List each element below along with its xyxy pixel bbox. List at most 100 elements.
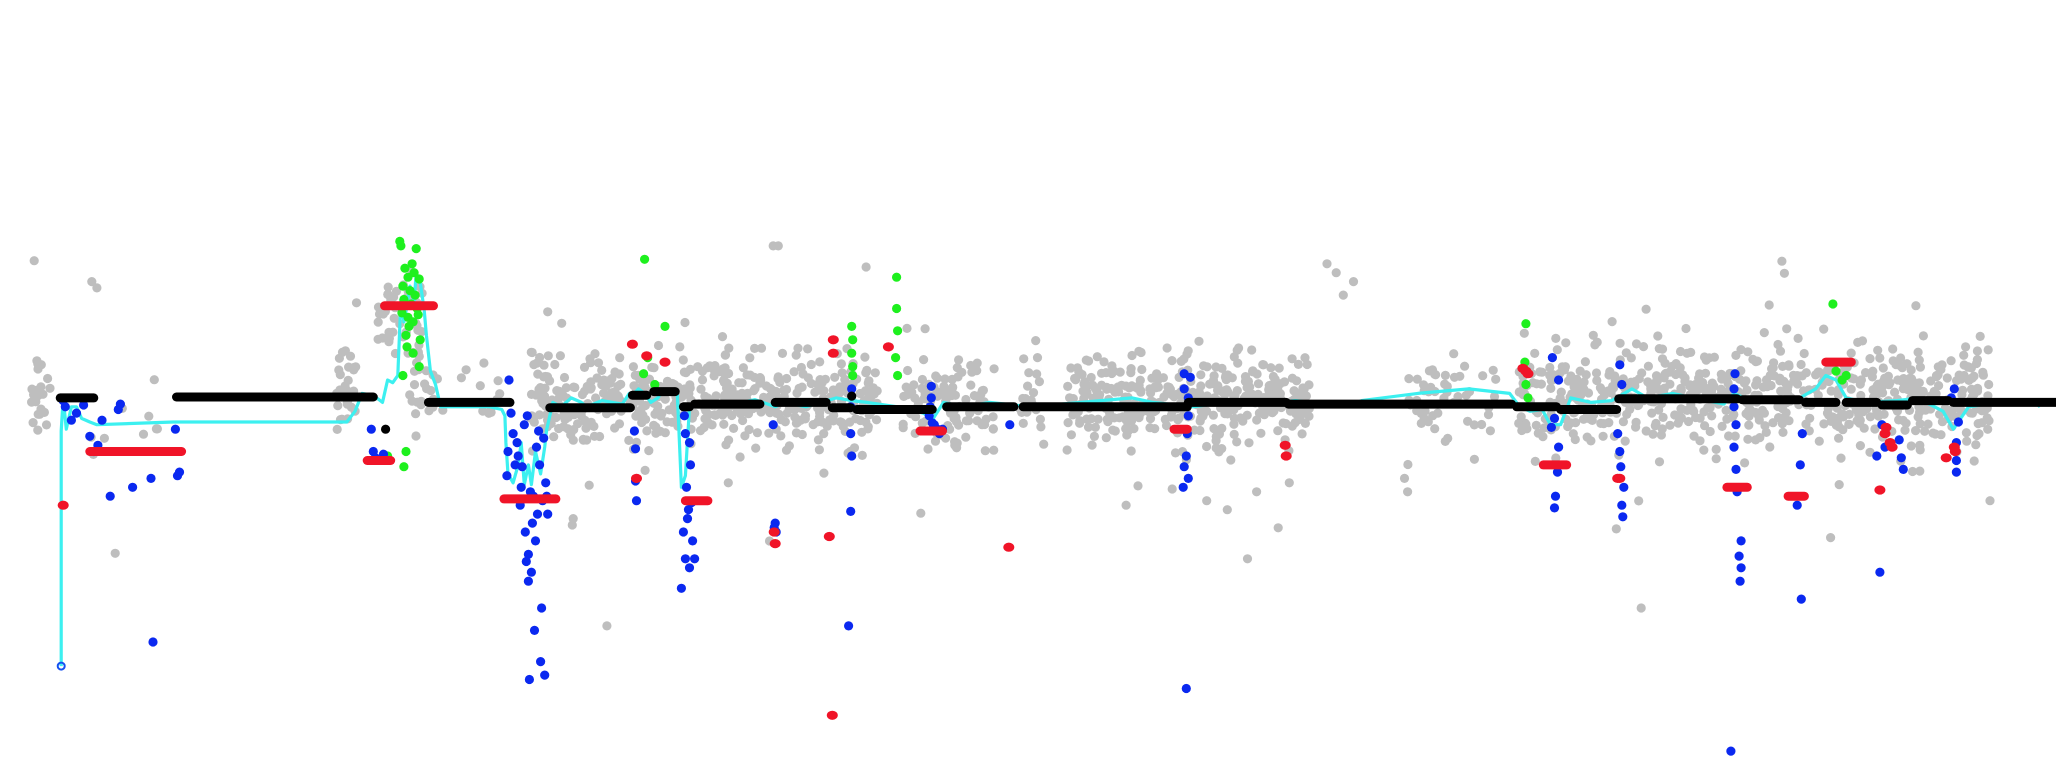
background-point-1144	[1084, 356, 1094, 366]
background-point-1786	[1620, 436, 1630, 446]
background-point-6	[43, 373, 53, 384]
loss-point-143	[1896, 453, 1906, 463]
background-noise-layer	[27, 241, 1995, 631]
background-point-1571	[1920, 426, 1930, 436]
background-point-105	[411, 431, 421, 441]
background-point-1885	[1707, 411, 1717, 421]
background-point-693	[976, 389, 986, 400]
background-point-1300	[1814, 436, 1824, 446]
gain-point-37	[848, 370, 858, 381]
loss-point-108	[1554, 375, 1564, 385]
background-point-720	[989, 445, 999, 455]
loss-point-39	[523, 576, 534, 586]
gain-point-32	[650, 379, 660, 390]
background-point-397	[710, 410, 721, 420]
background-point-1227	[1878, 363, 1888, 373]
background-point-613	[685, 380, 695, 390]
background-point-1247	[1631, 339, 1642, 349]
background-point-1117	[1223, 370, 1233, 380]
loss-point-11	[115, 399, 125, 409]
background-point-1641	[1928, 428, 1938, 438]
background-point-1165	[1489, 391, 1500, 402]
background-point-1733	[1586, 436, 1596, 446]
background-point-1862	[1605, 367, 1615, 377]
background-point-1894	[1716, 369, 1726, 379]
background-point-1046	[1208, 375, 1219, 385]
background-point-305	[624, 435, 634, 445]
loss-point-24	[508, 429, 518, 439]
background-point-564	[789, 367, 799, 377]
background-point-395	[803, 344, 813, 354]
background-point-1781	[1983, 424, 1993, 434]
loss-point-9	[105, 491, 115, 501]
background-point-313	[642, 426, 652, 436]
background-point-526	[870, 368, 880, 378]
background-point-1410	[1923, 419, 1933, 429]
background-point-1798	[1654, 405, 1664, 415]
background-point-1911	[1636, 603, 1646, 613]
background-point-59	[351, 298, 362, 308]
background-point-1681	[1833, 390, 1843, 400]
background-point-1550	[1865, 412, 1875, 422]
gain-point-48	[1831, 366, 1841, 376]
loss-point-72	[680, 554, 691, 564]
loss-point-109	[1549, 413, 1560, 423]
background-point-567	[705, 361, 715, 371]
background-point-638	[736, 409, 746, 419]
loss-point-63	[680, 429, 691, 439]
gain-point-35	[847, 348, 857, 358]
background-point-1890	[1657, 424, 1667, 434]
background-point-1440	[1721, 405, 1731, 415]
background-point-1119	[1275, 379, 1285, 389]
background-point-988	[1267, 408, 1277, 418]
background-point-1150	[1176, 356, 1186, 366]
loss-point-22	[504, 375, 514, 385]
background-point-1084	[1211, 443, 1221, 453]
loss-point-137	[1792, 500, 1802, 510]
background-point-1707	[1685, 380, 1695, 390]
gain-point-39	[892, 303, 902, 314]
background-point-1485	[1983, 345, 1993, 355]
gain-point-20	[415, 335, 425, 345]
background-point-913	[1167, 356, 1177, 366]
gain-point-40	[893, 326, 903, 336]
background-point-1899	[1608, 383, 1619, 393]
loss-point-74	[676, 583, 687, 593]
background-point-521	[777, 348, 788, 358]
background-point-464	[745, 353, 755, 363]
loss-point-36	[523, 549, 534, 560]
background-point-1716	[1761, 427, 1771, 437]
background-point-1031	[1259, 410, 1269, 420]
background-point-1825	[1757, 405, 1768, 415]
background-point-103	[384, 327, 394, 337]
background-point-967	[1194, 336, 1204, 346]
background-point-667	[961, 432, 971, 442]
background-point-1065	[1062, 445, 1072, 455]
background-point-1072	[1147, 373, 1157, 383]
background-point-1515	[1784, 360, 1794, 370]
loss-point-85	[844, 621, 854, 631]
plot-area	[27, 236, 2056, 756]
background-point-1028	[1273, 426, 1283, 436]
loss-point-28	[516, 482, 526, 492]
background-point-270	[535, 352, 545, 363]
background-point-1153	[1491, 374, 1501, 384]
background-point-1234	[1855, 441, 1865, 451]
background-point-203	[557, 318, 567, 328]
loss-point-26	[510, 460, 520, 470]
background-point-309	[651, 422, 661, 432]
background-point-265	[570, 382, 580, 393]
background-point-1834	[1673, 411, 1683, 421]
background-point-405	[819, 429, 829, 439]
background-point-1622	[1643, 361, 1653, 371]
background-point-1718	[1552, 345, 1562, 355]
background-point-132	[416, 400, 426, 410]
background-point-1130	[1243, 376, 1253, 386]
background-point-762	[1036, 422, 1046, 432]
background-point-706	[903, 365, 913, 376]
background-point-135	[484, 408, 494, 418]
background-point-547	[829, 410, 839, 420]
background-point-1032	[1110, 387, 1120, 397]
background-point-1871	[1592, 375, 1602, 386]
gain-point-22	[408, 348, 418, 358]
